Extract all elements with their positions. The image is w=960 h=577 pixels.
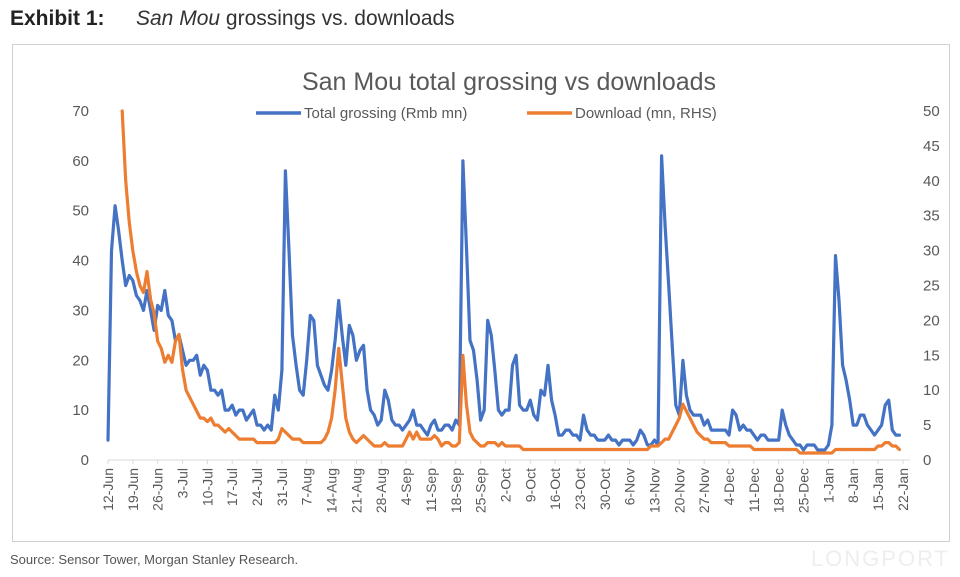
x-tick-label: 10-Jul [199, 468, 215, 506]
x-tick-label: 21-Aug [348, 468, 364, 513]
x-tick-label: 9-Oct [522, 468, 538, 502]
chart-title: San Mou total grossing vs downloads [302, 68, 716, 96]
x-tick-label: 16-Oct [547, 468, 563, 510]
x-tick-label: 28-Aug [373, 468, 389, 513]
source-note: Source: Sensor Tower, Morgan Stanley Res… [10, 552, 299, 567]
x-tick-label: 13-Nov [646, 468, 662, 513]
y-right-tick-label: 35 [923, 208, 940, 225]
download-line [120, 109, 902, 455]
x-tick-label: 4-Dec [721, 468, 737, 505]
chart-frame: San Mou total grossing vs downloads 0 10 20… [12, 44, 950, 542]
x-tick-label: 14-Aug [324, 468, 340, 513]
y-left-tick-label: 10 [72, 402, 89, 419]
x-tick-label: 22-Jan [895, 468, 911, 511]
y-right-tick-label: 40 [923, 173, 940, 190]
exhibit-header: Exhibit 1: San Mou grossings vs. download… [10, 4, 950, 38]
x-tick-label: 24-Jul [249, 468, 265, 506]
watermark-logo: LONGPORT [810, 546, 950, 571]
y-right-tick-label: 0 [923, 452, 931, 469]
x-tick-label: 2-Oct [497, 468, 513, 502]
x-tick-label: 18-Dec [771, 468, 787, 513]
x-tick-label: 25-Dec [796, 468, 812, 513]
y-left-tick-label: 0 [81, 452, 89, 469]
legend-download-label: Download (mn, RHS) [575, 105, 717, 122]
x-tick-label: 31-Jul [274, 468, 290, 506]
y-left-tick-label: 70 [72, 103, 89, 120]
y-left-tick-label: 60 [72, 153, 89, 170]
x-tick-label: 12-Jun [100, 468, 116, 511]
y-right-tick-label: 25 [923, 278, 940, 295]
x-tick-label: 30-Oct [597, 468, 613, 510]
line-chart: San Mou total grossing vs downloads 0 10 20… [72, 68, 940, 513]
x-tick-label: 19-Jun [125, 468, 141, 511]
y-left-tick-label: 30 [72, 302, 89, 319]
y-right-tick-label: 5 [923, 417, 931, 434]
x-tick-label: 20-Nov [671, 468, 687, 513]
y-right-tick-label: 50 [923, 103, 940, 120]
y-left-tick-label: 20 [72, 352, 89, 369]
x-tick-label: 17-Jul [224, 468, 240, 506]
legend-grossing-label: Total grossing (Rmb mn) [304, 105, 467, 122]
exhibit-title-rest: grossings vs. downloads [220, 7, 455, 30]
exhibit-label: Exhibit 1: [10, 7, 105, 30]
x-tick-label: 26-Jun [150, 468, 166, 511]
x-tick-label: 15-Jan [870, 468, 886, 511]
x-tick-label: 3-Jul [175, 468, 191, 498]
grossing-line [106, 154, 902, 452]
x-tick-label: 27-Nov [696, 468, 712, 513]
y-right-tick-label: 10 [923, 382, 940, 399]
y-right-tick-label: 20 [923, 312, 940, 329]
x-tick-label: 23-Oct [572, 468, 588, 510]
x-tick-label: 25-Sep [473, 468, 489, 513]
x-tick-label: 11-Dec [746, 468, 762, 512]
x-tick-label: 4-Sep [398, 468, 414, 506]
exhibit-title: San Mou grossings vs. downloads [136, 7, 455, 30]
x-tick-label: 11-Sep [423, 468, 439, 512]
x-tick-label: 6-Nov [622, 468, 638, 505]
x-tick-label: 1-Jan [820, 468, 836, 503]
y-left-tick-label: 50 [72, 203, 89, 220]
exhibit-title-italic: San Mou [136, 7, 221, 30]
x-tick-label: 8-Jan [845, 468, 861, 503]
x-tick-label: 18-Sep [448, 468, 464, 513]
y-right-tick-label: 15 [923, 347, 940, 364]
y-right-tick-label: 45 [923, 138, 940, 155]
y-left-tick-label: 40 [72, 253, 89, 270]
y-right-tick-label: 30 [923, 243, 940, 260]
x-tick-label: 7-Aug [299, 468, 315, 505]
